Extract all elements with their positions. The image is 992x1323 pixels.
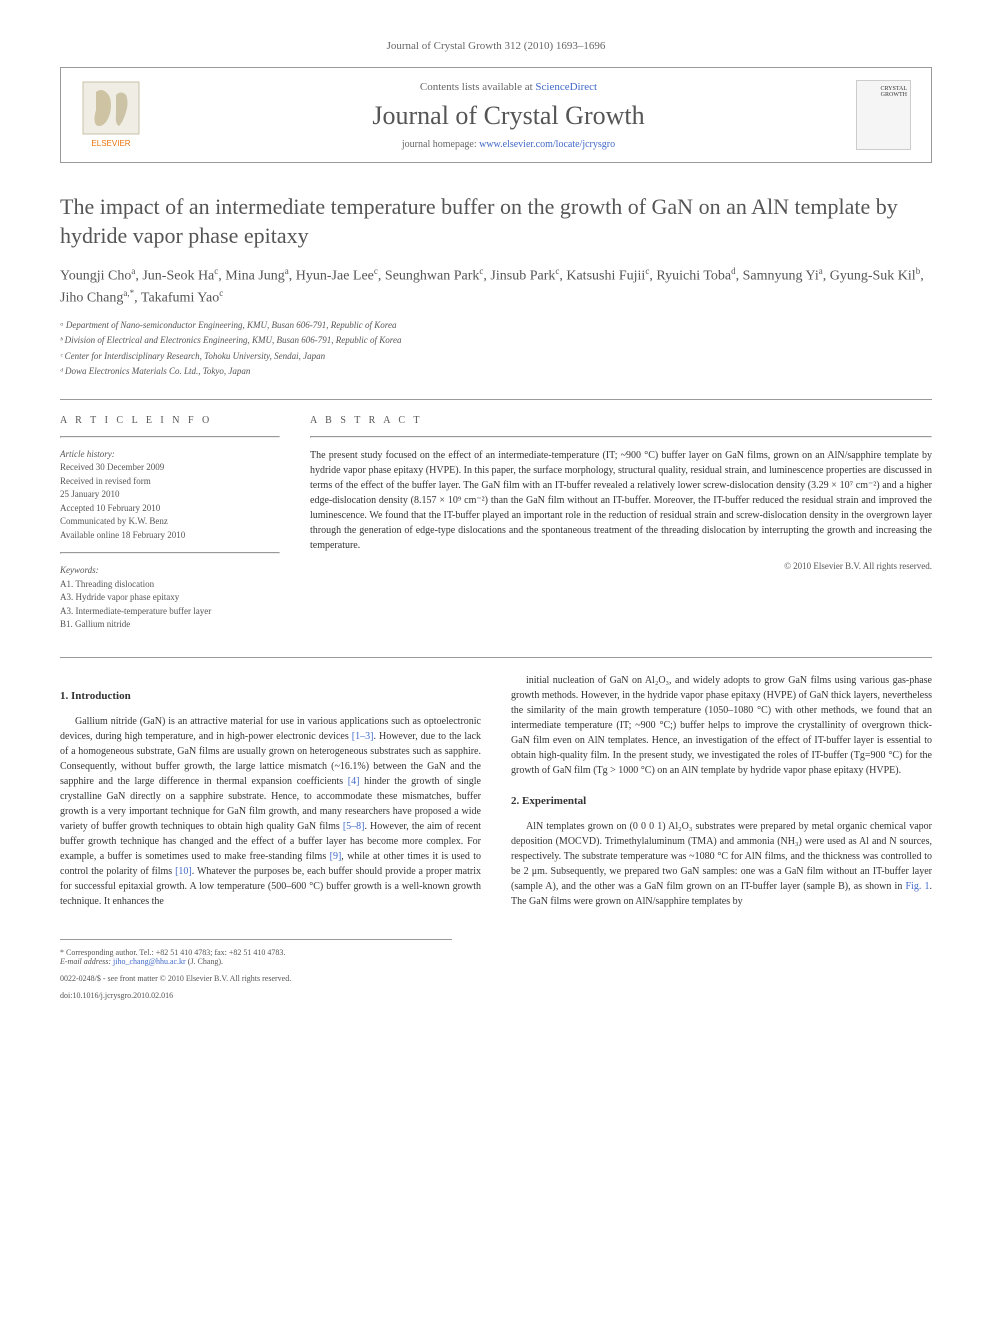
- citation-link[interactable]: [10]: [175, 866, 192, 877]
- email-suffix: (J. Chang).: [186, 957, 223, 966]
- affiliation-line: ᵇ Division of Electrical and Electronics…: [60, 334, 932, 348]
- journal-header: ELSEVIER Contents lists available at Sci…: [60, 67, 932, 163]
- contents-list-line: Contents lists available at ScienceDirec…: [161, 81, 856, 93]
- email-link[interactable]: jiho_chang@hhu.ac.kr: [113, 957, 186, 966]
- affiliation-line: ᵈ Dowa Electronics Materials Co. Ltd., T…: [60, 365, 932, 379]
- journal-cover-text: CRYSTAL GROWTH: [857, 86, 907, 98]
- sciencedirect-link[interactable]: ScienceDirect: [535, 81, 597, 93]
- abstract-column: A B S T R A C T The present study focuse…: [310, 415, 932, 632]
- history-line: Received in revised form: [60, 475, 280, 489]
- citation-link[interactable]: [4]: [348, 776, 360, 787]
- keyword-line: A3. Hydride vapor phase epitaxy: [60, 591, 280, 605]
- homepage-label: journal homepage:: [402, 139, 479, 150]
- copyright-line: © 2010 Elsevier B.V. All rights reserved…: [310, 561, 932, 571]
- affiliation-line: ᵃ Department of Nano-semiconductor Engin…: [60, 319, 932, 333]
- article-info-label: A R T I C L E I N F O: [60, 415, 280, 426]
- email-line: E-mail address: jiho_chang@hhu.ac.kr (J.…: [60, 957, 452, 966]
- affiliations: ᵃ Department of Nano-semiconductor Engin…: [60, 319, 932, 379]
- footer-notes: * Corresponding author. Tel.: +82 51 410…: [60, 939, 452, 1000]
- history-line: Accepted 10 February 2010: [60, 502, 280, 516]
- article-history: Article history: Received 30 December 20…: [60, 448, 280, 543]
- intro-paragraph-1: Gallium nitride (GaN) is an attractive m…: [60, 714, 481, 909]
- citation-link[interactable]: [1–3]: [352, 731, 374, 742]
- journal-reference: Journal of Crystal Growth 312 (2010) 169…: [60, 40, 932, 52]
- affiliation-line: ᶜ Center for Interdisciplinary Research,…: [60, 350, 932, 364]
- author-list: Youngji Choa, Jun-Seok Hac, Mina Junga, …: [60, 265, 932, 308]
- keyword-line: A3. Intermediate-temperature buffer laye…: [60, 605, 280, 619]
- intro-paragraph-2: initial nucleation of GaN on Al₂O₃, and …: [511, 673, 932, 778]
- body-columns: 1. Introduction Gallium nitride (GaN) is…: [60, 673, 932, 920]
- section-heading-intro: 1. Introduction: [60, 688, 481, 705]
- journal-homepage-line: journal homepage: www.elsevier.com/locat…: [161, 139, 856, 150]
- divider: [60, 436, 280, 438]
- history-label: Article history:: [60, 448, 280, 462]
- citation-link[interactable]: [5–8]: [343, 821, 365, 832]
- article-info-column: A R T I C L E I N F O Article history: R…: [60, 415, 280, 632]
- abstract-text: The present study focused on the effect …: [310, 448, 932, 553]
- elsevier-text: ELSEVIER: [91, 139, 130, 148]
- elsevier-logo: ELSEVIER: [81, 80, 141, 150]
- divider: [310, 436, 932, 438]
- info-abstract-row: A R T I C L E I N F O Article history: R…: [60, 415, 932, 632]
- history-line: 25 January 2010: [60, 488, 280, 502]
- issn-line: 0022-0248/$ - see front matter © 2010 El…: [60, 974, 452, 983]
- citation-link[interactable]: [9]: [330, 851, 342, 862]
- figure-link[interactable]: Fig. 1: [905, 881, 929, 892]
- divider: [60, 657, 932, 658]
- keywords-block: Keywords: A1. Threading dislocationA3. H…: [60, 564, 280, 632]
- keyword-line: B1. Gallium nitride: [60, 618, 280, 632]
- section-heading-experimental: 2. Experimental: [511, 793, 932, 810]
- corresponding-author: * Corresponding author. Tel.: +82 51 410…: [60, 948, 452, 957]
- divider: [60, 552, 280, 554]
- keyword-line: A1. Threading dislocation: [60, 578, 280, 592]
- history-line: Communicated by K.W. Benz: [60, 515, 280, 529]
- history-line: Received 30 December 2009: [60, 461, 280, 475]
- email-label: E-mail address:: [60, 957, 113, 966]
- keywords-label: Keywords:: [60, 564, 280, 578]
- doi-line: doi:10.1016/j.jcrysgro.2010.02.016: [60, 991, 452, 1000]
- history-line: Available online 18 February 2010: [60, 529, 280, 543]
- abstract-label: A B S T R A C T: [310, 415, 932, 426]
- journal-cover: CRYSTAL GROWTH: [856, 80, 911, 150]
- contents-text: Contents lists available at: [420, 81, 535, 93]
- homepage-link[interactable]: www.elsevier.com/locate/jcrysgro: [479, 139, 615, 150]
- journal-name: Journal of Crystal Growth: [161, 101, 856, 131]
- experimental-paragraph-1: AlN templates grown on (0 0 0 1) Al₂O₃ s…: [511, 819, 932, 909]
- divider: [60, 399, 932, 400]
- article-title: The impact of an intermediate temperatur…: [60, 193, 932, 250]
- header-center: Contents lists available at ScienceDirec…: [161, 81, 856, 150]
